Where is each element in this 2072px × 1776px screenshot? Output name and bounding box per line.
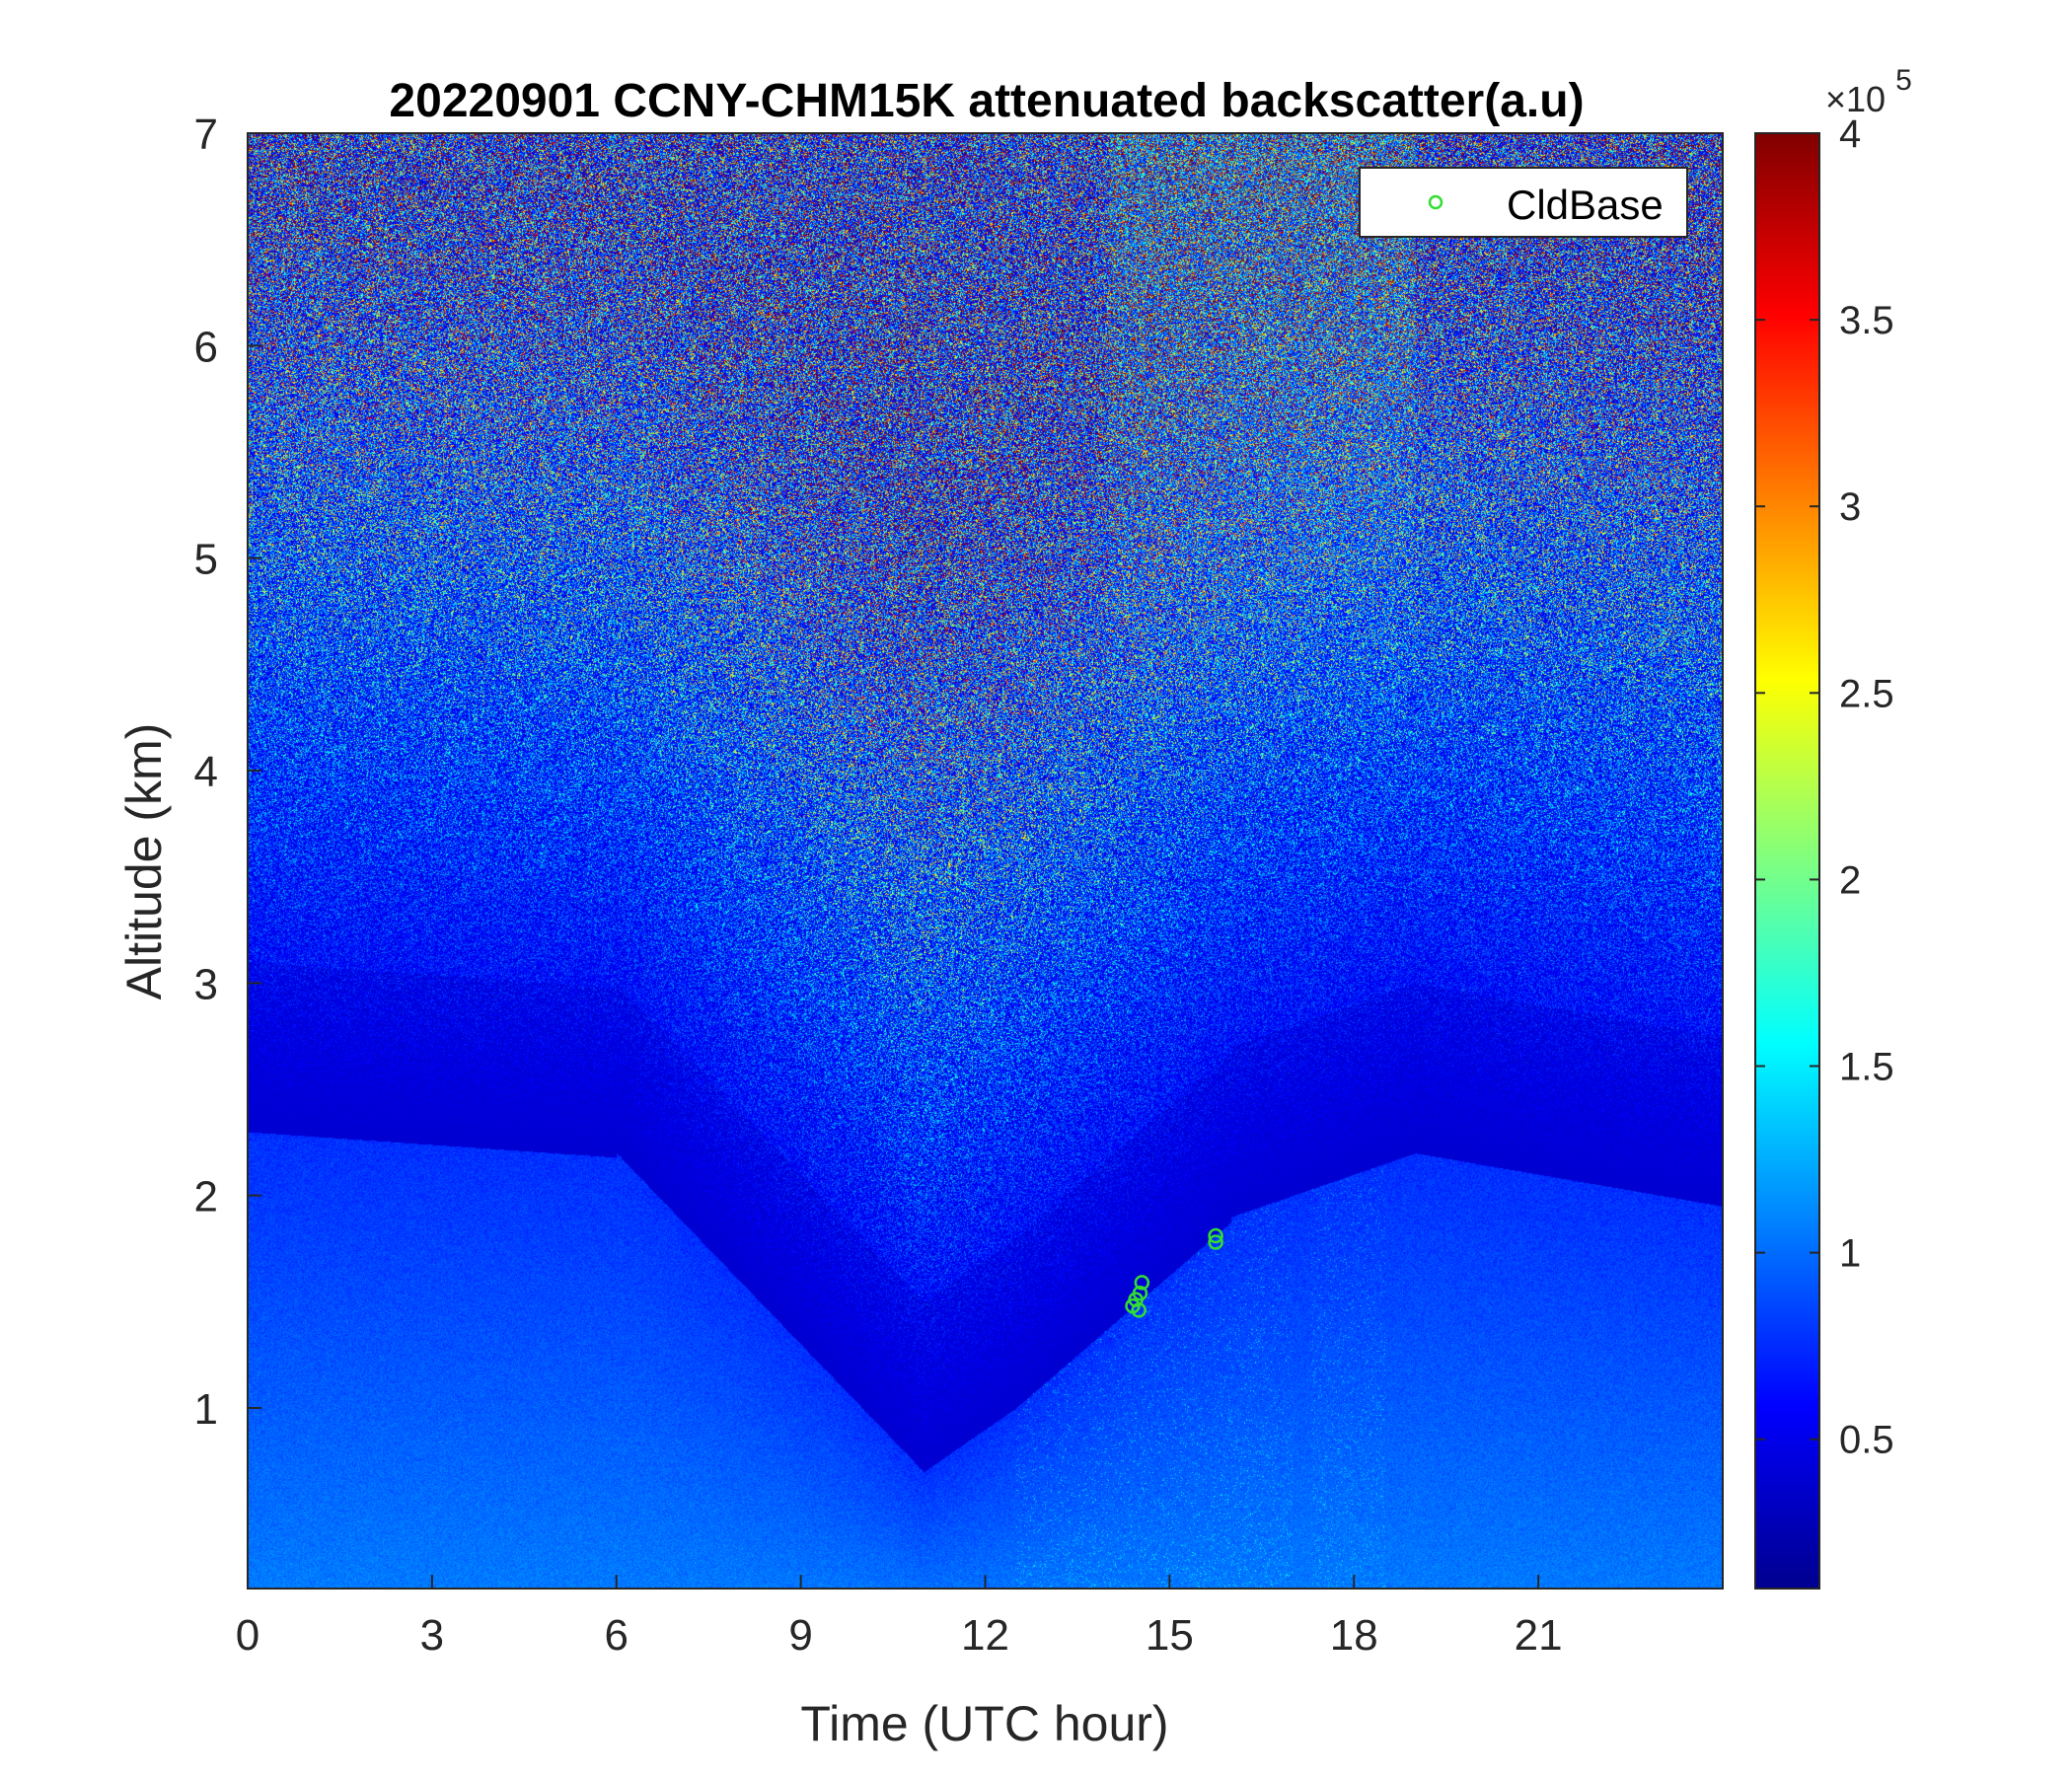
- x-tick-label: 18: [1330, 1611, 1378, 1660]
- colorbar-tick-label: 2.5: [1839, 672, 1894, 715]
- cloud-base-point: [1132, 1285, 1148, 1301]
- heatmap-plot: [248, 133, 1723, 1589]
- y-tick-label: 2: [194, 1173, 218, 1221]
- y-axis-label: Altitude (km): [116, 723, 172, 1000]
- x-tick-label: 3: [420, 1611, 444, 1660]
- colorbar-multiplier-base: ×10: [1825, 79, 1886, 119]
- colorbar: [1754, 132, 1820, 1590]
- legend-label: CldBase: [1507, 182, 1664, 228]
- y-tick-label: 4: [194, 748, 218, 796]
- colorbar-multiplier: ×10 5: [1825, 64, 1912, 119]
- x-tick-label: 6: [605, 1611, 629, 1660]
- x-tick-label: 21: [1515, 1611, 1563, 1660]
- x-axis-label: Time (UTC hour): [800, 1696, 1168, 1751]
- colorbar-tick-label: 3: [1839, 485, 1861, 529]
- colorbar-tick-label: 4: [1839, 112, 1861, 156]
- x-tick-label: 0: [236, 1611, 259, 1660]
- y-axis-ticks: 1 2 3 4 5 6 7: [194, 111, 261, 1434]
- y-tick-label: 6: [194, 323, 218, 371]
- y-tick-label: 5: [194, 536, 218, 584]
- colorbar-tick-label: 1.5: [1839, 1046, 1894, 1089]
- x-axis-ticks: 0 3 6 9 12 15 18 21: [236, 1575, 1563, 1660]
- chart-title: 20220901 CCNY-CHM15K attenuated backscat…: [389, 75, 1584, 127]
- legend-box[interactable]: CldBase: [1359, 167, 1688, 238]
- cloud-base-point: [1131, 1302, 1147, 1318]
- colorbar-tick-label: 1: [1839, 1232, 1861, 1276]
- colorbar-tick-label: 3.5: [1839, 299, 1894, 342]
- x-tick-label: 15: [1146, 1611, 1194, 1660]
- cloud-base-markers: [1125, 1227, 1223, 1318]
- cloud-base-point: [1208, 1227, 1223, 1244]
- y-tick-label: 7: [194, 111, 218, 159]
- legend-marker-icon: [1428, 194, 1443, 210]
- cloud-base-point: [1208, 1234, 1223, 1250]
- cloud-base-point: [1134, 1275, 1150, 1291]
- colorbar-tick-label: 2: [1839, 858, 1861, 902]
- x-tick-label: 9: [788, 1611, 812, 1660]
- colorbar-tick-label: 0.5: [1839, 1419, 1894, 1462]
- colorbar-ticks: 0.5 1 1.5 2 2.5 3 3.5 4: [1755, 112, 1894, 1462]
- colorbar-multiplier-exponent: 5: [1895, 64, 1912, 97]
- y-tick-label: 3: [194, 960, 218, 1008]
- y-tick-label: 1: [194, 1385, 218, 1434]
- x-tick-label: 12: [961, 1611, 1009, 1660]
